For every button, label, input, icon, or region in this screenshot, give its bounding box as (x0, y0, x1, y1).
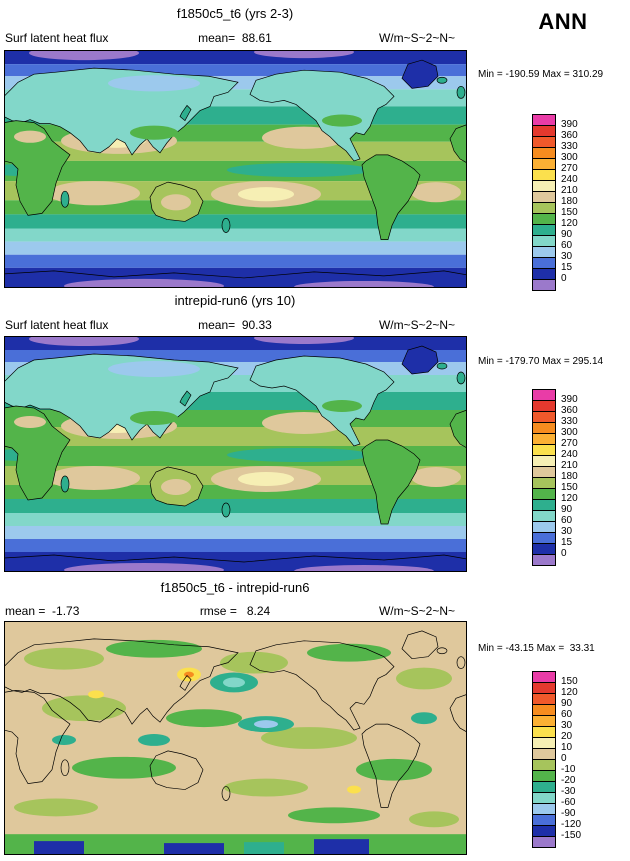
colorbar-tick-label: 15 (561, 262, 573, 273)
colorbar-tick-label: 270 (561, 163, 578, 174)
panel-title: f1850c5_t6 (yrs 2-3) (176, 6, 294, 21)
colorbar-tick-label: 210 (561, 460, 578, 471)
colorbar-tick-label: 120 (561, 687, 578, 698)
mean-stat: mean= 90.33 (198, 318, 272, 332)
units-label: W/m~S~2~N~ (378, 318, 455, 332)
colorbar-tick-label: 0 (561, 273, 567, 284)
colorbar-tick-label: -10 (561, 764, 576, 775)
units-label: W/m~S~2~N~ (378, 31, 455, 45)
colorbar-tick-label: 0 (561, 753, 567, 764)
colorbar-tick-label: 150 (561, 482, 578, 493)
panel-title: f1850c5_t6 - intrepid-run6 (160, 580, 310, 595)
colorbar-tick-label: -150 (561, 830, 582, 841)
colorbar-tick-label: 60 (561, 709, 573, 720)
colorbar-cell (532, 836, 556, 848)
colorbar-case1: 390 360 330 300 270 240 210 180 150 120 90 60 30 15 0 (532, 114, 604, 292)
panel-title: intrepid-run6 (yrs 10) (174, 293, 296, 308)
colorbar-difference: 150 120 90 60 30 20 10 0 -10 -20 -30 -60 -90 -120 -150 (532, 671, 604, 849)
colorbar-tick-label: 0 (561, 548, 567, 559)
colorbar-tick-label: -20 (561, 775, 576, 786)
map-case2 (4, 336, 467, 572)
mean-stat: mean= 88.61 (198, 31, 272, 45)
colorbar-tick-label: 180 (561, 196, 578, 207)
colorbar-tick-label: 120 (561, 218, 578, 229)
colorbar-tick-label: 60 (561, 515, 573, 526)
colorbar-tick-label: 30 (561, 251, 573, 262)
colorbar-tick-label: 120 (561, 493, 578, 504)
colorbar-tick-label: 30 (561, 720, 573, 731)
variable-label: Surf latent heat flux (5, 318, 109, 332)
colorbar-tick-label: 30 (561, 526, 573, 537)
colorbar-tick-label: 300 (561, 152, 578, 163)
variable-label: Surf latent heat flux (5, 31, 109, 45)
colorbar-tick-label: 330 (561, 416, 578, 427)
colorbar-tick-label: -90 (561, 808, 576, 819)
colorbar-tick-label: -30 (561, 786, 576, 797)
colorbar-cell (532, 279, 556, 291)
min-max-label: Min = -179.70 Max = 295.14 (478, 356, 604, 367)
colorbar-tick-label: 330 (561, 141, 578, 152)
colorbar-case2: 390 360 330 300 270 240 210 180 150 120 90 60 30 15 0 (532, 389, 604, 567)
colorbar-tick-label: 180 (561, 471, 578, 482)
colorbar-tick-label: 360 (561, 130, 578, 141)
colorbar-tick-label: 240 (561, 174, 578, 185)
map-difference (4, 621, 467, 855)
colorbar-tick-label: 240 (561, 449, 578, 460)
colorbar-tick-label: 60 (561, 240, 573, 251)
colorbar-cells (532, 389, 556, 566)
season-label: ANN (538, 9, 588, 34)
colorbar-tick-label: 90 (561, 698, 573, 709)
colorbar-tick-label: 390 (561, 394, 578, 405)
colorbar-cell (532, 554, 556, 566)
colorbar-tick-label: 15 (561, 537, 573, 548)
colorbar-tick-label: 150 (561, 207, 578, 218)
colorbar-tick-label: 300 (561, 427, 578, 438)
colorbar-tick-label: 90 (561, 504, 573, 515)
colorbar-tick-label: 210 (561, 185, 578, 196)
rmse-stat: rmse = 8.24 (199, 604, 271, 618)
units-label: W/m~S~2~N~ (378, 604, 455, 618)
colorbar-tick-label: 10 (561, 742, 573, 753)
colorbar-tick-label: 390 (561, 119, 578, 130)
colorbar-tick-label: -60 (561, 797, 576, 808)
colorbar-tick-label: -120 (561, 819, 582, 830)
colorbar-tick-label: 270 (561, 438, 578, 449)
colorbar-tick-label: 360 (561, 405, 578, 416)
colorbar-tick-label: 20 (561, 731, 573, 742)
colorbar-tick-label: 90 (561, 229, 573, 240)
min-max-label: Min = -43.15 Max = 33.31 (478, 643, 595, 654)
map-case1 (4, 50, 467, 288)
colorbar-cells (532, 114, 556, 291)
colorbar-tick-label: 150 (561, 676, 578, 687)
colorbar-cells (532, 671, 556, 848)
min-max-label: Min = -190.59 Max = 310.29 (478, 69, 604, 80)
mean-stat: mean = -1.73 (5, 604, 80, 618)
